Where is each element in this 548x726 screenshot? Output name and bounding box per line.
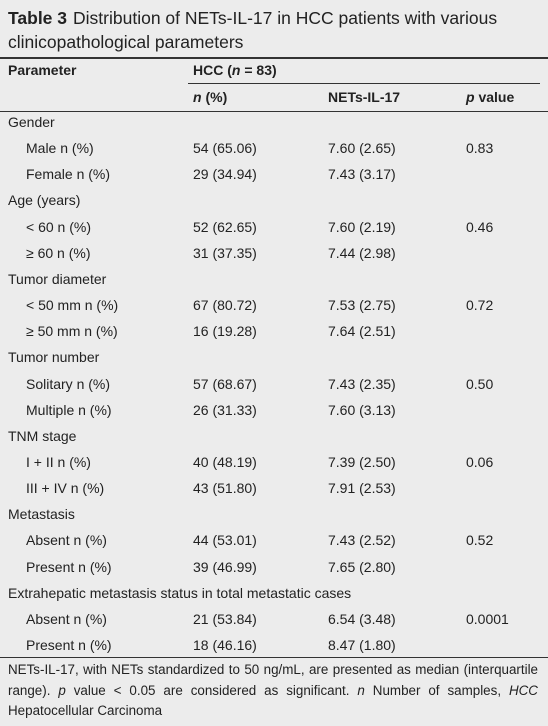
nets-il-17: 7.60 (2.19) [328, 218, 396, 235]
top-rule [0, 57, 548, 59]
parameter: Absent n (%) [26, 610, 107, 627]
p-value: 0.0001 [466, 610, 509, 627]
nets-il-17: 7.53 (2.75) [328, 297, 396, 314]
n-percent: 54 (65.06) [193, 140, 257, 157]
n-percent: 29 (34.94) [193, 166, 257, 183]
parameter: Solitary n (%) [26, 375, 111, 392]
footnote: NETs-IL-17, with NETs standardized to 50… [8, 660, 538, 722]
group-label: Metastasis [8, 506, 75, 523]
parameter: < 60 n (%) [26, 218, 91, 235]
n-percent: 16 (19.28) [193, 323, 257, 340]
parameter: ≥ 50 mm n (%) [26, 323, 118, 340]
n-percent: 44 (53.01) [193, 532, 257, 549]
italic-text: HCC [508, 682, 538, 698]
table-title: Table 3 Distribution of NETs-IL-17 in HCC… [8, 6, 538, 54]
text: = 83) [240, 62, 277, 78]
header-parameter: Parameter [8, 62, 77, 78]
n-percent: 18 (46.16) [193, 637, 257, 653]
n-percent: 31 (37.35) [193, 244, 257, 261]
parameter: Multiple n (%) [26, 401, 112, 418]
n-percent: 43 (51.80) [193, 480, 257, 497]
n-percent: 52 (62.65) [193, 218, 257, 235]
parameter: < 50 mm n (%) [26, 297, 119, 314]
text: Number of samples, [364, 682, 509, 698]
p-value: 0.46 [466, 218, 494, 235]
header-hcc: HCC (n = 83) [193, 61, 277, 79]
header-bottom-rule [0, 111, 548, 112]
group-label: Tumor diameter [8, 270, 107, 287]
group-label: Extrahepatic metastasis status in total … [8, 584, 352, 601]
parameter: I + II n (%) [26, 453, 91, 470]
p-value: 0.06 [466, 453, 494, 470]
parameter: Absent n (%) [26, 532, 107, 549]
parameter: ≥ 60 n (%) [26, 244, 91, 261]
p-value: 0.83 [466, 140, 494, 157]
table-label: Table 3 [8, 8, 68, 28]
group-label: Age (years) [8, 192, 81, 209]
parameter: Present n (%) [26, 558, 112, 575]
text: NETs-IL-17, with NETs standardized to 50… [8, 662, 538, 698]
nets-il-17: 7.43 (3.17) [328, 166, 396, 183]
text: HCC ( [193, 62, 232, 78]
italic-text: p [466, 89, 475, 105]
parameter: Present n (%) [26, 637, 112, 653]
header-nets: NETs-IL-17 [328, 88, 400, 106]
group-label: Gender [8, 114, 55, 130]
group-label: Tumor number [8, 349, 100, 366]
italic-text: p [58, 682, 66, 698]
title-text: Distribution of NETs-IL-17 in HCC patien… [8, 8, 498, 52]
nets-il-17: 7.44 (2.98) [328, 244, 396, 261]
header-n: n (%) [193, 88, 227, 106]
parameter: Female n (%) [26, 166, 111, 183]
italic-text: n [231, 62, 241, 78]
p-value: 0.52 [466, 532, 494, 549]
n-percent: 21 (53.84) [193, 610, 257, 627]
nets-il-17: 7.60 (3.13) [328, 401, 396, 418]
text: (%) [201, 89, 228, 105]
text: Hepatocellular Carcinoma [8, 703, 163, 718]
nets-il-17: 7.64 (2.51) [328, 323, 396, 340]
n-percent: 26 (31.33) [193, 401, 257, 418]
nets-il-17: 8.47 (1.80) [328, 637, 396, 653]
italic-text: n [193, 89, 202, 105]
n-percent: 67 (80.72) [193, 297, 257, 314]
nets-il-17: 7.39 (2.50) [328, 453, 396, 470]
p-value: 0.72 [466, 297, 494, 314]
text: NETs-IL-17 [328, 89, 401, 105]
parameter: III + IV n (%) [26, 480, 105, 497]
nets-il-17: 7.60 (2.65) [328, 140, 396, 157]
bottom-rule [0, 657, 548, 658]
nets-il-17: 6.54 (3.48) [328, 610, 396, 627]
header-p: p value [466, 88, 514, 106]
nets-il-17: 7.91 (2.53) [328, 480, 396, 497]
group-label: TNM stage [8, 427, 77, 444]
text: value [474, 89, 515, 105]
parameter: Male n (%) [26, 140, 94, 157]
n-percent: 57 (68.67) [193, 375, 257, 392]
italic-text: n [357, 682, 365, 698]
nets-il-17: 7.65 (2.80) [328, 558, 396, 575]
header-rule [188, 83, 540, 84]
n-percent: 39 (46.99) [193, 558, 257, 575]
nets-il-17: 7.43 (2.35) [328, 375, 396, 392]
n-percent: 40 (48.19) [193, 453, 257, 470]
p-value: 0.50 [466, 375, 494, 392]
nets-il-17: 7.43 (2.52) [328, 532, 396, 549]
text: value < 0.05 are considered as significa… [65, 682, 358, 698]
